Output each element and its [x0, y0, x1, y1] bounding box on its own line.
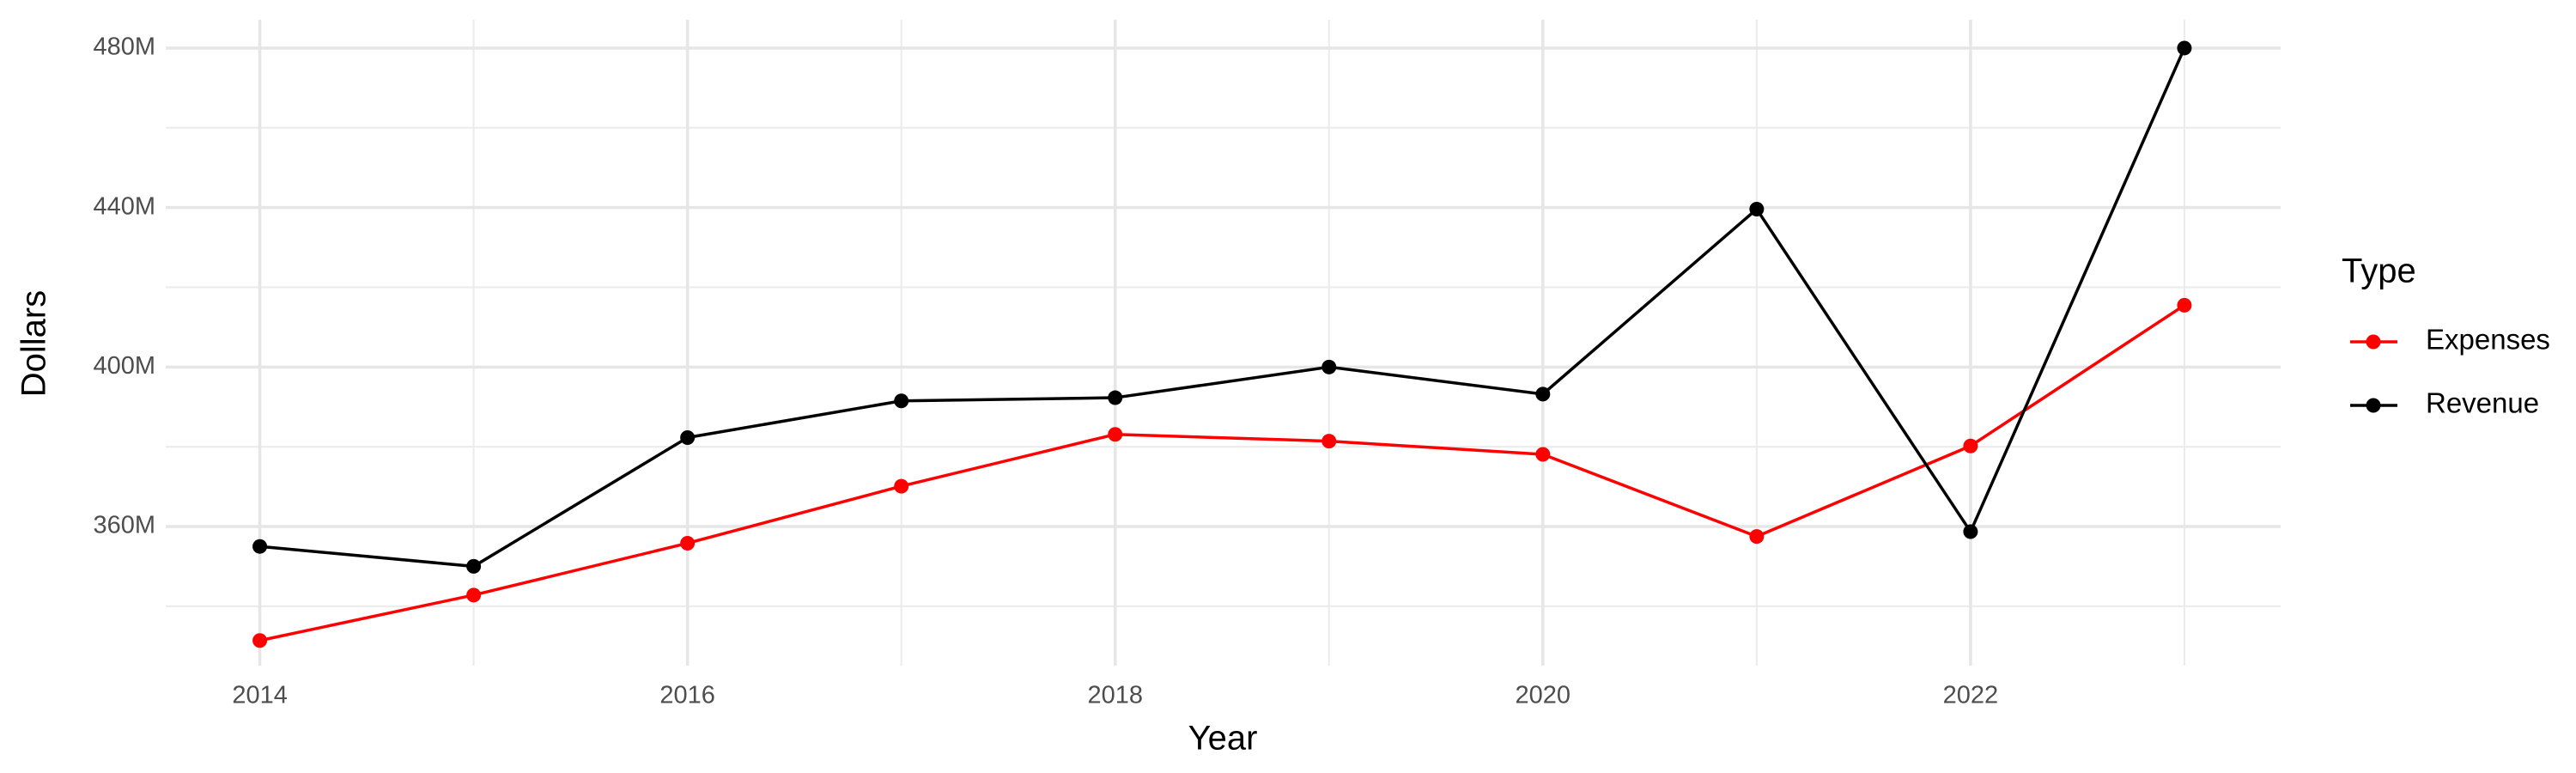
data-point — [1108, 427, 1123, 442]
x-tick-label: 2014 — [232, 682, 288, 709]
data-point — [2177, 40, 2192, 56]
x-tick-label: 2020 — [1516, 682, 1571, 709]
data-point — [894, 478, 909, 494]
series-line — [259, 303, 2185, 642]
data-point — [2177, 297, 2192, 313]
x-tick-label: 2016 — [659, 682, 715, 709]
data-point — [1321, 359, 1337, 374]
data-point — [252, 633, 268, 648]
data-point — [1749, 201, 1765, 216]
data-point — [252, 539, 268, 554]
series-line — [259, 47, 2186, 569]
data-point — [1963, 438, 1978, 453]
y-tick-label: 480M — [93, 33, 155, 61]
y-tick-label: 360M — [93, 512, 155, 539]
x-axis-title: Year — [1188, 720, 1258, 758]
data-point — [1535, 447, 1551, 462]
y-tick-label: 440M — [93, 192, 155, 220]
data-point — [894, 393, 909, 409]
x-tick-label: 2018 — [1087, 682, 1143, 709]
data-point — [1535, 386, 1551, 402]
data-point — [1108, 390, 1123, 405]
data-point — [466, 587, 482, 603]
data-point — [1963, 524, 1978, 539]
legend-title: Type — [2342, 253, 2416, 290]
data-point — [680, 429, 696, 445]
legend-key — [2366, 334, 2381, 350]
data-point — [680, 535, 696, 551]
data-point — [466, 558, 482, 574]
x-tick-label: 2022 — [1943, 682, 1999, 709]
y-tick-label: 400M — [93, 352, 155, 380]
legend-key — [2366, 398, 2381, 413]
legend-label: Revenue — [2426, 387, 2539, 419]
data-point — [1321, 434, 1337, 449]
legend-label: Expenses — [2426, 324, 2550, 356]
data-point — [1749, 529, 1765, 545]
y-axis-title: Dollars — [15, 290, 53, 397]
